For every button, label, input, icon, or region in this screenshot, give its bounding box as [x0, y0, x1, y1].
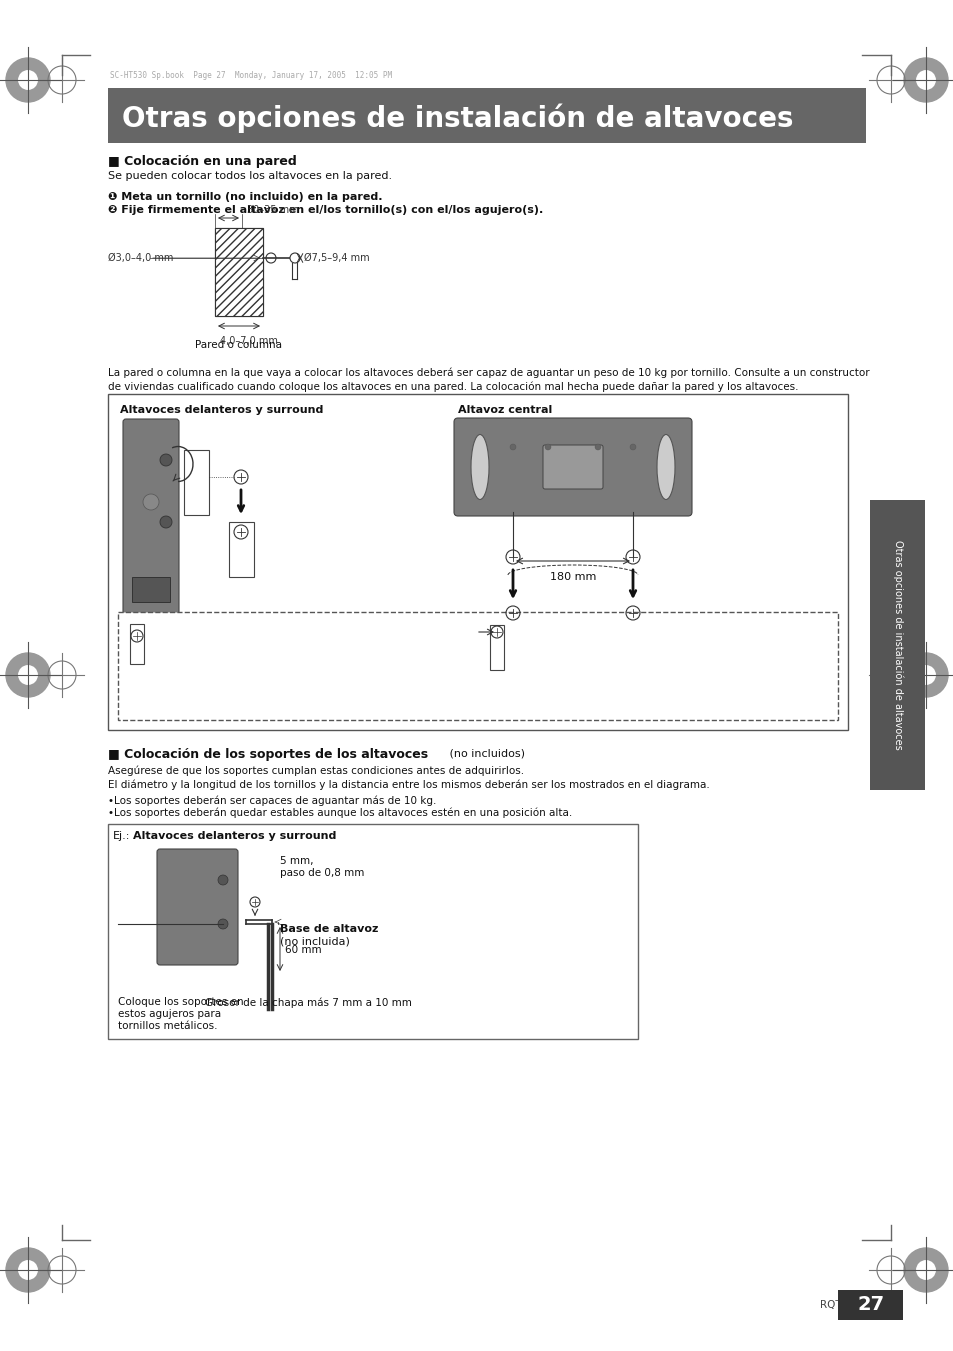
Text: •Los soportes deberán quedar estables aunque los altavoces estén en una posición: •Los soportes deberán quedar estables au…: [108, 808, 572, 819]
Text: Mueva el altavoz para que: Mueva el altavoz para que: [510, 630, 647, 640]
Circle shape: [19, 70, 37, 89]
Text: 27: 27: [857, 1296, 883, 1315]
Circle shape: [903, 58, 947, 101]
Bar: [624, 621, 640, 661]
Text: el tornillo quede en esta: el tornillo quede en esta: [510, 643, 637, 653]
Text: (no incluida): (no incluida): [280, 938, 350, 947]
Bar: [108, 824, 638, 1039]
Text: estos agujeros para: estos agujeros para: [118, 1009, 221, 1019]
Bar: [214, 228, 263, 316]
Circle shape: [916, 666, 934, 684]
FancyBboxPatch shape: [157, 848, 237, 965]
Circle shape: [143, 494, 159, 509]
Bar: [184, 450, 209, 515]
Circle shape: [629, 444, 636, 450]
Circle shape: [6, 1248, 50, 1292]
Bar: [869, 500, 924, 790]
Text: Ø3,0–4,0 mm: Ø3,0–4,0 mm: [108, 253, 173, 263]
Circle shape: [544, 444, 551, 450]
Text: (no incluidos): (no incluidos): [446, 748, 524, 758]
Text: Altavoces delanteros y surround: Altavoces delanteros y surround: [132, 831, 336, 842]
Circle shape: [595, 444, 600, 450]
Text: Altavoces delanteros y surround: Altavoces delanteros y surround: [120, 405, 323, 415]
FancyBboxPatch shape: [542, 444, 602, 489]
Text: Asegúrese de que los soportes cumplan estas condiciones antes de adquirirlos.: Asegúrese de que los soportes cumplan es…: [108, 766, 523, 777]
Text: Altavoz central: Altavoz central: [457, 405, 552, 415]
Circle shape: [916, 1260, 934, 1279]
Text: Grosor de la chapa más 7 mm a 10 mm: Grosor de la chapa más 7 mm a 10 mm: [205, 997, 412, 1008]
Circle shape: [6, 58, 50, 101]
Text: ■ Colocación de los soportes de los altavoces: ■ Colocación de los soportes de los alta…: [108, 748, 428, 761]
Bar: [130, 624, 144, 663]
FancyBboxPatch shape: [123, 419, 179, 615]
Text: ❷ Fije firmemente el altavoz en el/los tornillo(s) con el/los agujero(s).: ❷ Fije firmemente el altavoz en el/los t…: [108, 205, 542, 215]
Circle shape: [19, 666, 37, 684]
Circle shape: [160, 516, 172, 528]
Circle shape: [510, 444, 516, 450]
Ellipse shape: [657, 435, 675, 500]
Bar: [229, 521, 253, 577]
Text: de viviendas cualificado cuando coloque los altavoces en una pared. La colocació: de viviendas cualificado cuando coloque …: [108, 381, 798, 392]
Bar: [214, 228, 263, 316]
Text: •Los soportes deberán ser capaces de aguantar más de 10 kg.: •Los soportes deberán ser capaces de agu…: [108, 794, 436, 805]
Text: tornillos metálicos.: tornillos metálicos.: [118, 1021, 217, 1031]
Bar: [132, 577, 170, 603]
Text: El diámetro y la longitud de los tornillos y la distancia entre los mismos deber: El diámetro y la longitud de los tornill…: [108, 780, 709, 789]
Text: Se pueden colocar todos los altavoces en la pared.: Se pueden colocar todos los altavoces en…: [108, 172, 392, 181]
Bar: [490, 626, 503, 670]
Circle shape: [19, 1260, 37, 1279]
Text: paso de 0,8 mm: paso de 0,8 mm: [280, 867, 364, 878]
Text: Otras opciones de instalación de altavoces: Otras opciones de instalación de altavoc…: [892, 540, 902, 750]
Text: Otras opciones de instalación de altavoces: Otras opciones de instalación de altavoc…: [122, 103, 793, 132]
Text: Ej.:: Ej.:: [112, 831, 131, 842]
Text: Coloque los soportes en: Coloque los soportes en: [118, 997, 243, 1006]
Text: ■ Colocación en una pared: ■ Colocación en una pared: [108, 155, 296, 169]
Bar: [108, 88, 865, 143]
Circle shape: [903, 653, 947, 697]
Text: La pared o columna en la que vaya a colocar los altavoces deberá ser capaz de ag: La pared o columna en la que vaya a colo…: [108, 367, 869, 378]
Bar: [118, 612, 837, 720]
Circle shape: [6, 653, 50, 697]
Circle shape: [290, 253, 299, 263]
Circle shape: [916, 70, 934, 89]
Text: RQT7981: RQT7981: [820, 1300, 867, 1310]
Circle shape: [218, 875, 228, 885]
Text: 5 mm,: 5 mm,: [280, 857, 314, 866]
Circle shape: [160, 454, 172, 466]
Text: 30–35 mm: 30–35 mm: [247, 205, 298, 215]
Text: SC-HT530 Sp.book  Page 27  Monday, January 17, 2005  12:05 PM: SC-HT530 Sp.book Page 27 Monday, January…: [110, 72, 392, 81]
Bar: [108, 394, 847, 730]
Text: posición.: posición.: [510, 657, 556, 666]
Text: Pared o columna: Pared o columna: [194, 340, 282, 350]
Text: En esta posición, el altavoz caerá: En esta posición, el altavoz caerá: [150, 630, 325, 640]
Circle shape: [903, 1248, 947, 1292]
Text: 60 mm: 60 mm: [285, 944, 321, 955]
Text: la derecha o hacia la izquierda.: la derecha o hacia la izquierda.: [150, 657, 314, 666]
Text: Ø7,5–9,4 mm: Ø7,5–9,4 mm: [304, 253, 369, 263]
Text: Base de altavoz: Base de altavoz: [280, 924, 378, 934]
Text: ❶ Meta un tornillo (no incluido) en la pared.: ❶ Meta un tornillo (no incluido) en la p…: [108, 192, 382, 203]
Bar: [504, 621, 520, 661]
Ellipse shape: [471, 435, 489, 500]
FancyBboxPatch shape: [454, 417, 691, 516]
Text: 180 mm: 180 mm: [549, 571, 596, 582]
Text: posiblemente si se mueve hacia: posiblemente si se mueve hacia: [150, 643, 318, 653]
Bar: [837, 1290, 902, 1320]
Text: 4,0–7,0 mm: 4,0–7,0 mm: [220, 336, 277, 346]
Circle shape: [218, 919, 228, 929]
